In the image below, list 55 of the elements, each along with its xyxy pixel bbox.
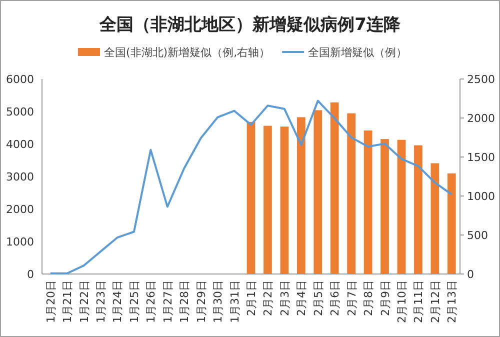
x-tick-label: 2月1日 — [245, 280, 258, 316]
y-tick-label: 5000 — [6, 106, 34, 118]
y2-tick-label: 1500 — [467, 151, 495, 164]
x-tick-label: 2月5日 — [312, 280, 325, 316]
x-tick-label: 2月10日 — [395, 280, 408, 323]
bar — [430, 163, 440, 274]
bar — [380, 139, 389, 274]
bar — [296, 117, 306, 274]
x-tick-label: 2月12日 — [428, 280, 442, 323]
y-tick-label: 4000 — [6, 138, 34, 151]
y-tick-label: 2000 — [6, 203, 34, 216]
bar — [414, 145, 422, 274]
x-tick-label: 2月11日 — [412, 280, 426, 323]
y2-tick-label: 500 — [467, 229, 488, 242]
x-tick-label: 2月3日 — [278, 280, 292, 316]
y2-tick-label: 1000 — [467, 190, 495, 203]
x-tick-label: 2月13日 — [446, 280, 459, 323]
x-tick-label: 1月26日 — [144, 280, 158, 323]
bar — [264, 126, 272, 274]
x-tick-label: 1月22日 — [78, 280, 91, 323]
y-tick-label: 1000 — [6, 236, 34, 248]
y2-tick-label: 2500 — [467, 73, 495, 86]
x-tick-label: 1月27日 — [161, 280, 174, 323]
bar — [314, 110, 322, 274]
x-tick-label: 1月24日 — [111, 280, 124, 323]
line-series — [49, 100, 453, 274]
y-tick-label: 6000 — [6, 73, 34, 86]
x-tick-label: 1月20日 — [44, 280, 58, 323]
y2-tick-label: 0 — [467, 268, 474, 281]
x-tick-label: 1月23日 — [94, 280, 108, 323]
bar — [397, 140, 406, 274]
x-tick-label: 2月6日 — [328, 280, 342, 316]
x-tick-label: 1月30日 — [212, 280, 225, 323]
legend-label: 全国(非湖北)新增疑似（例,右轴） — [104, 46, 270, 59]
x-tick-label: 1月21日 — [61, 280, 74, 323]
bar — [364, 130, 372, 274]
bar — [447, 173, 456, 274]
x-tick-label: 1月31日 — [228, 280, 242, 323]
x-tick-label: 2月9日 — [378, 280, 392, 316]
x-tick-label: 1月25日 — [128, 280, 141, 323]
bar — [280, 126, 289, 274]
x-tick-label: 1月28日 — [178, 280, 192, 323]
x-tick-label: 2月7日 — [345, 280, 358, 316]
y-tick-label: 3000 — [6, 170, 34, 184]
chart-title: 全国（非湖北地区）新增疑似病例7连降 — [98, 15, 402, 35]
x-tick-label: 1月29日 — [194, 280, 208, 323]
bar — [246, 122, 256, 274]
x-tick-label: 2月2日 — [262, 280, 275, 316]
legend-label: 全国新增疑似（例） — [308, 46, 408, 59]
x-tick-label: 2月4日 — [295, 280, 308, 316]
bar — [347, 113, 356, 274]
y2-tick-label: 2000 — [467, 112, 495, 125]
y-tick-label: 0 — [27, 268, 34, 281]
x-tick-label: 2月8日 — [362, 280, 376, 316]
bar — [330, 102, 339, 274]
